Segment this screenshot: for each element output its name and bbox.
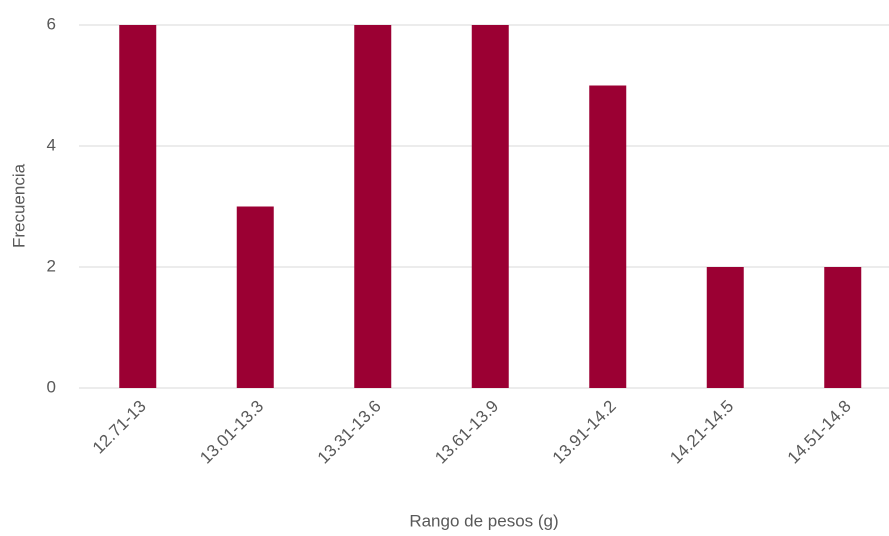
y-axis-label: Frecuencia bbox=[9, 163, 28, 248]
bar bbox=[471, 25, 509, 388]
bar bbox=[354, 25, 392, 388]
bar bbox=[589, 85, 627, 388]
x-axis-label: Rango de pesos (g) bbox=[409, 511, 558, 530]
y-tick-label: 6 bbox=[47, 14, 56, 33]
bar bbox=[119, 25, 157, 388]
x-tick-label: 13.01-13.3 bbox=[196, 397, 267, 468]
x-tick-label: 13.61-13.9 bbox=[431, 397, 502, 468]
y-tick-label: 2 bbox=[47, 256, 56, 275]
bar bbox=[706, 267, 744, 388]
x-tick-label: 14.51-14.8 bbox=[784, 397, 855, 468]
bar bbox=[236, 206, 274, 388]
x-tick-label: 12.71-13 bbox=[89, 397, 150, 458]
y-tick-label: 4 bbox=[47, 135, 56, 154]
x-tick-label: 13.91-14.2 bbox=[549, 397, 620, 468]
bar bbox=[824, 267, 862, 388]
y-tick-label: 0 bbox=[47, 377, 56, 396]
x-tick-label: 14.21-14.5 bbox=[666, 397, 737, 468]
x-tick-label: 13.31-13.6 bbox=[314, 397, 385, 468]
